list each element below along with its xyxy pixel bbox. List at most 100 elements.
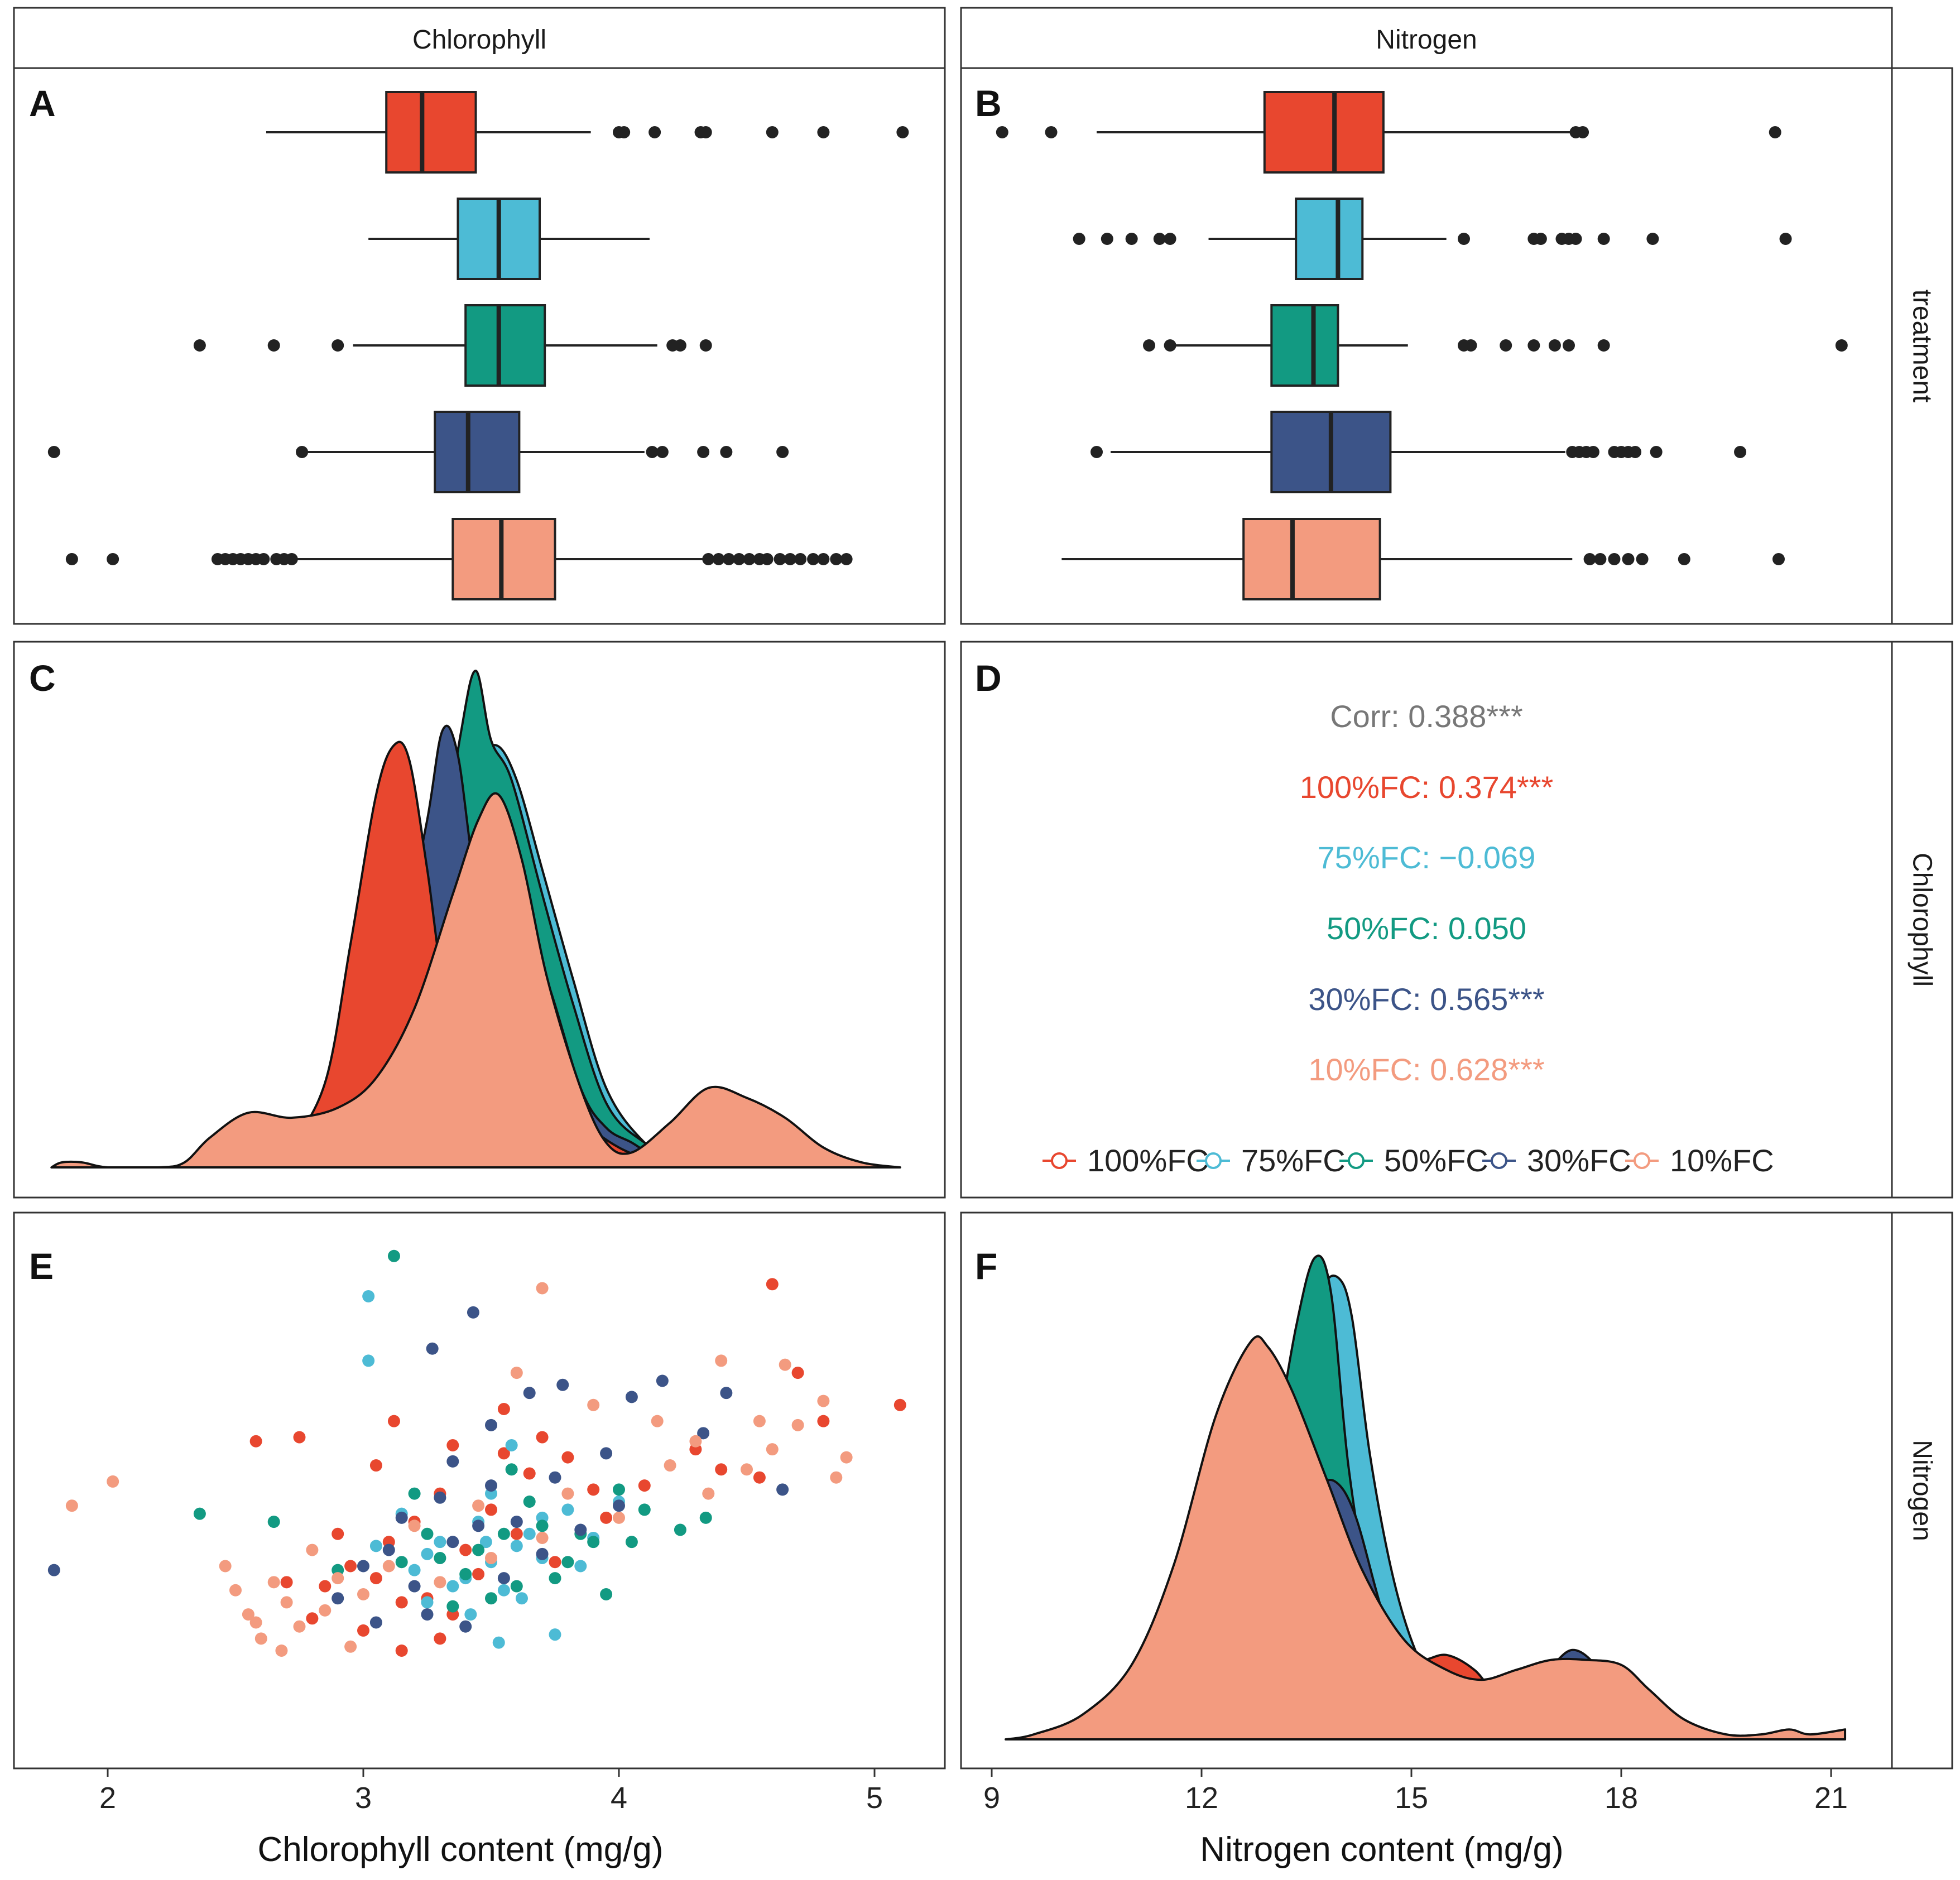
outlier-B-30fc xyxy=(1629,446,1642,458)
scatter-point-10fc xyxy=(382,1560,395,1573)
scatter-point-100fc xyxy=(510,1527,523,1540)
scatter-point-30fc xyxy=(459,1620,472,1633)
box-body-B-75fc xyxy=(1295,198,1364,280)
x-axis-right: 9 12 15 18 21 xyxy=(983,1768,1848,1815)
outlier-A-50fc xyxy=(674,339,686,352)
strip-right-row3: Nitrogen xyxy=(1891,1211,1953,1770)
scatter-point-10fc xyxy=(293,1620,306,1633)
scatter-point-100fc xyxy=(600,1511,613,1524)
x-tick-label-right: 18 xyxy=(1604,1781,1638,1815)
scatter-point-75fc xyxy=(497,1584,510,1597)
scatter-point-75fc xyxy=(369,1540,382,1552)
outlier-B-75fc xyxy=(1153,233,1166,245)
scatter-point-50fc xyxy=(561,1556,574,1569)
box-body-A-10fc xyxy=(451,518,556,600)
scatter-point-75fc xyxy=(515,1592,528,1605)
scatter-point-75fc xyxy=(505,1439,518,1451)
scatter-point-50fc xyxy=(638,1503,651,1516)
scatter-point-10fc xyxy=(280,1596,293,1609)
outlier-A-100fc xyxy=(648,126,661,138)
outlier-B-10fc xyxy=(1594,553,1607,565)
scatter-point-50fc xyxy=(505,1463,518,1476)
outlier-B-10fc xyxy=(1608,553,1621,565)
scatter-point-30fc xyxy=(446,1455,459,1468)
scatter-point-10fc xyxy=(107,1475,119,1488)
scatter-point-10fc xyxy=(830,1471,843,1484)
outlier-A-100fc xyxy=(766,126,779,138)
outlier-A-30fc xyxy=(776,446,789,458)
corr-30fc: 30%FC: 0.565*** xyxy=(1308,982,1544,1017)
scatter-point-100fc xyxy=(357,1624,369,1637)
scatter-point-30fc xyxy=(408,1580,421,1593)
x-tick-label-right: 15 xyxy=(1395,1781,1428,1815)
box-body-A-100fc xyxy=(385,91,477,174)
panel-letter-A: A xyxy=(29,83,56,124)
scatter-point-30fc xyxy=(613,1499,625,1512)
scatter-point-50fc xyxy=(434,1552,446,1565)
outlier-B-75fc xyxy=(1458,233,1470,245)
legend-label-75fc: 75%FC xyxy=(1241,1143,1346,1178)
outlier-A-10fc xyxy=(712,553,725,565)
density-C-10fc xyxy=(50,792,901,1169)
x-tick-label-right: 9 xyxy=(983,1781,1000,1815)
scatter-point-30fc xyxy=(332,1592,344,1605)
scatter-point-30fc xyxy=(426,1342,439,1355)
scatter-point-100fc xyxy=(766,1278,779,1291)
scatter-point-30fc xyxy=(421,1608,434,1621)
scatter-point-100fc xyxy=(387,1415,400,1427)
panel-F-frame xyxy=(960,1211,1893,1770)
scatter-point-10fc xyxy=(840,1451,853,1464)
scatter-point-30fc xyxy=(510,1516,523,1528)
outlier-A-10fc xyxy=(774,553,786,565)
panel-E-frame xyxy=(13,1211,946,1770)
scatter-point-75fc xyxy=(421,1547,434,1560)
corr-10fc: 10%FC: 0.628*** xyxy=(1308,1052,1544,1087)
scatter-point-30fc xyxy=(600,1447,613,1460)
legend-item-100fc: 100%FC xyxy=(1043,1143,1209,1178)
outlier-B-75fc xyxy=(1569,233,1582,245)
scatter-point-100fc xyxy=(459,1544,472,1556)
scatter-point-30fc xyxy=(697,1427,710,1440)
scatter-point-75fc xyxy=(362,1290,375,1302)
corr-overall: Corr: 0.388*** xyxy=(1330,699,1523,734)
scatter-point-10fc xyxy=(65,1499,78,1512)
scatter-point-50fc xyxy=(699,1511,712,1524)
scatter-point-10fc xyxy=(254,1632,267,1645)
outlier-B-50fc xyxy=(1527,339,1540,352)
outlier-B-50fc xyxy=(1597,339,1610,352)
scatter-point-30fc xyxy=(485,1419,497,1431)
outlier-B-100fc xyxy=(1769,126,1781,138)
scatter-point-50fc xyxy=(421,1527,434,1540)
strip-top-left-label: Chlorophyll xyxy=(412,25,546,55)
box-body-B-50fc xyxy=(1270,304,1339,387)
scatter-point-10fc xyxy=(651,1415,664,1427)
outlier-A-30fc xyxy=(47,446,60,458)
legend-label-10fc: 10%FC xyxy=(1670,1143,1774,1178)
outlier-A-10fc xyxy=(807,553,820,565)
scatter-point-75fc xyxy=(549,1628,561,1641)
x-tick-label-left: 2 xyxy=(99,1781,116,1815)
strip-right-row2-label: Chlorophyll xyxy=(1908,853,1937,987)
box-B-75fc xyxy=(1073,198,1792,280)
scatter-point-10fc xyxy=(306,1544,319,1556)
legend-item-75fc: 75%FC xyxy=(1197,1143,1346,1178)
scatter-point-100fc xyxy=(536,1431,549,1444)
scatter-point-75fc xyxy=(523,1527,536,1540)
outlier-A-10fc xyxy=(794,553,807,565)
scatter-point-100fc xyxy=(817,1415,830,1427)
scatter-point-10fc xyxy=(753,1415,766,1427)
box-B-30fc xyxy=(1091,411,1747,493)
scatter-point-100fc xyxy=(587,1483,600,1496)
scatter-point-10fc xyxy=(536,1282,549,1295)
scatter-point-30fc xyxy=(497,1572,510,1585)
legend-label-100fc: 100%FC xyxy=(1087,1143,1209,1178)
outlier-A-10fc xyxy=(65,553,78,565)
panel-E-scatter xyxy=(47,1249,906,1657)
outlier-B-50fc xyxy=(1500,339,1512,352)
scatter-point-30fc xyxy=(395,1511,408,1524)
scatter-point-30fc xyxy=(625,1391,638,1403)
strip-top-left: Chlorophyll xyxy=(13,7,946,69)
scatter-point-30fc xyxy=(434,1491,446,1504)
scatter-point-10fc xyxy=(510,1367,523,1379)
